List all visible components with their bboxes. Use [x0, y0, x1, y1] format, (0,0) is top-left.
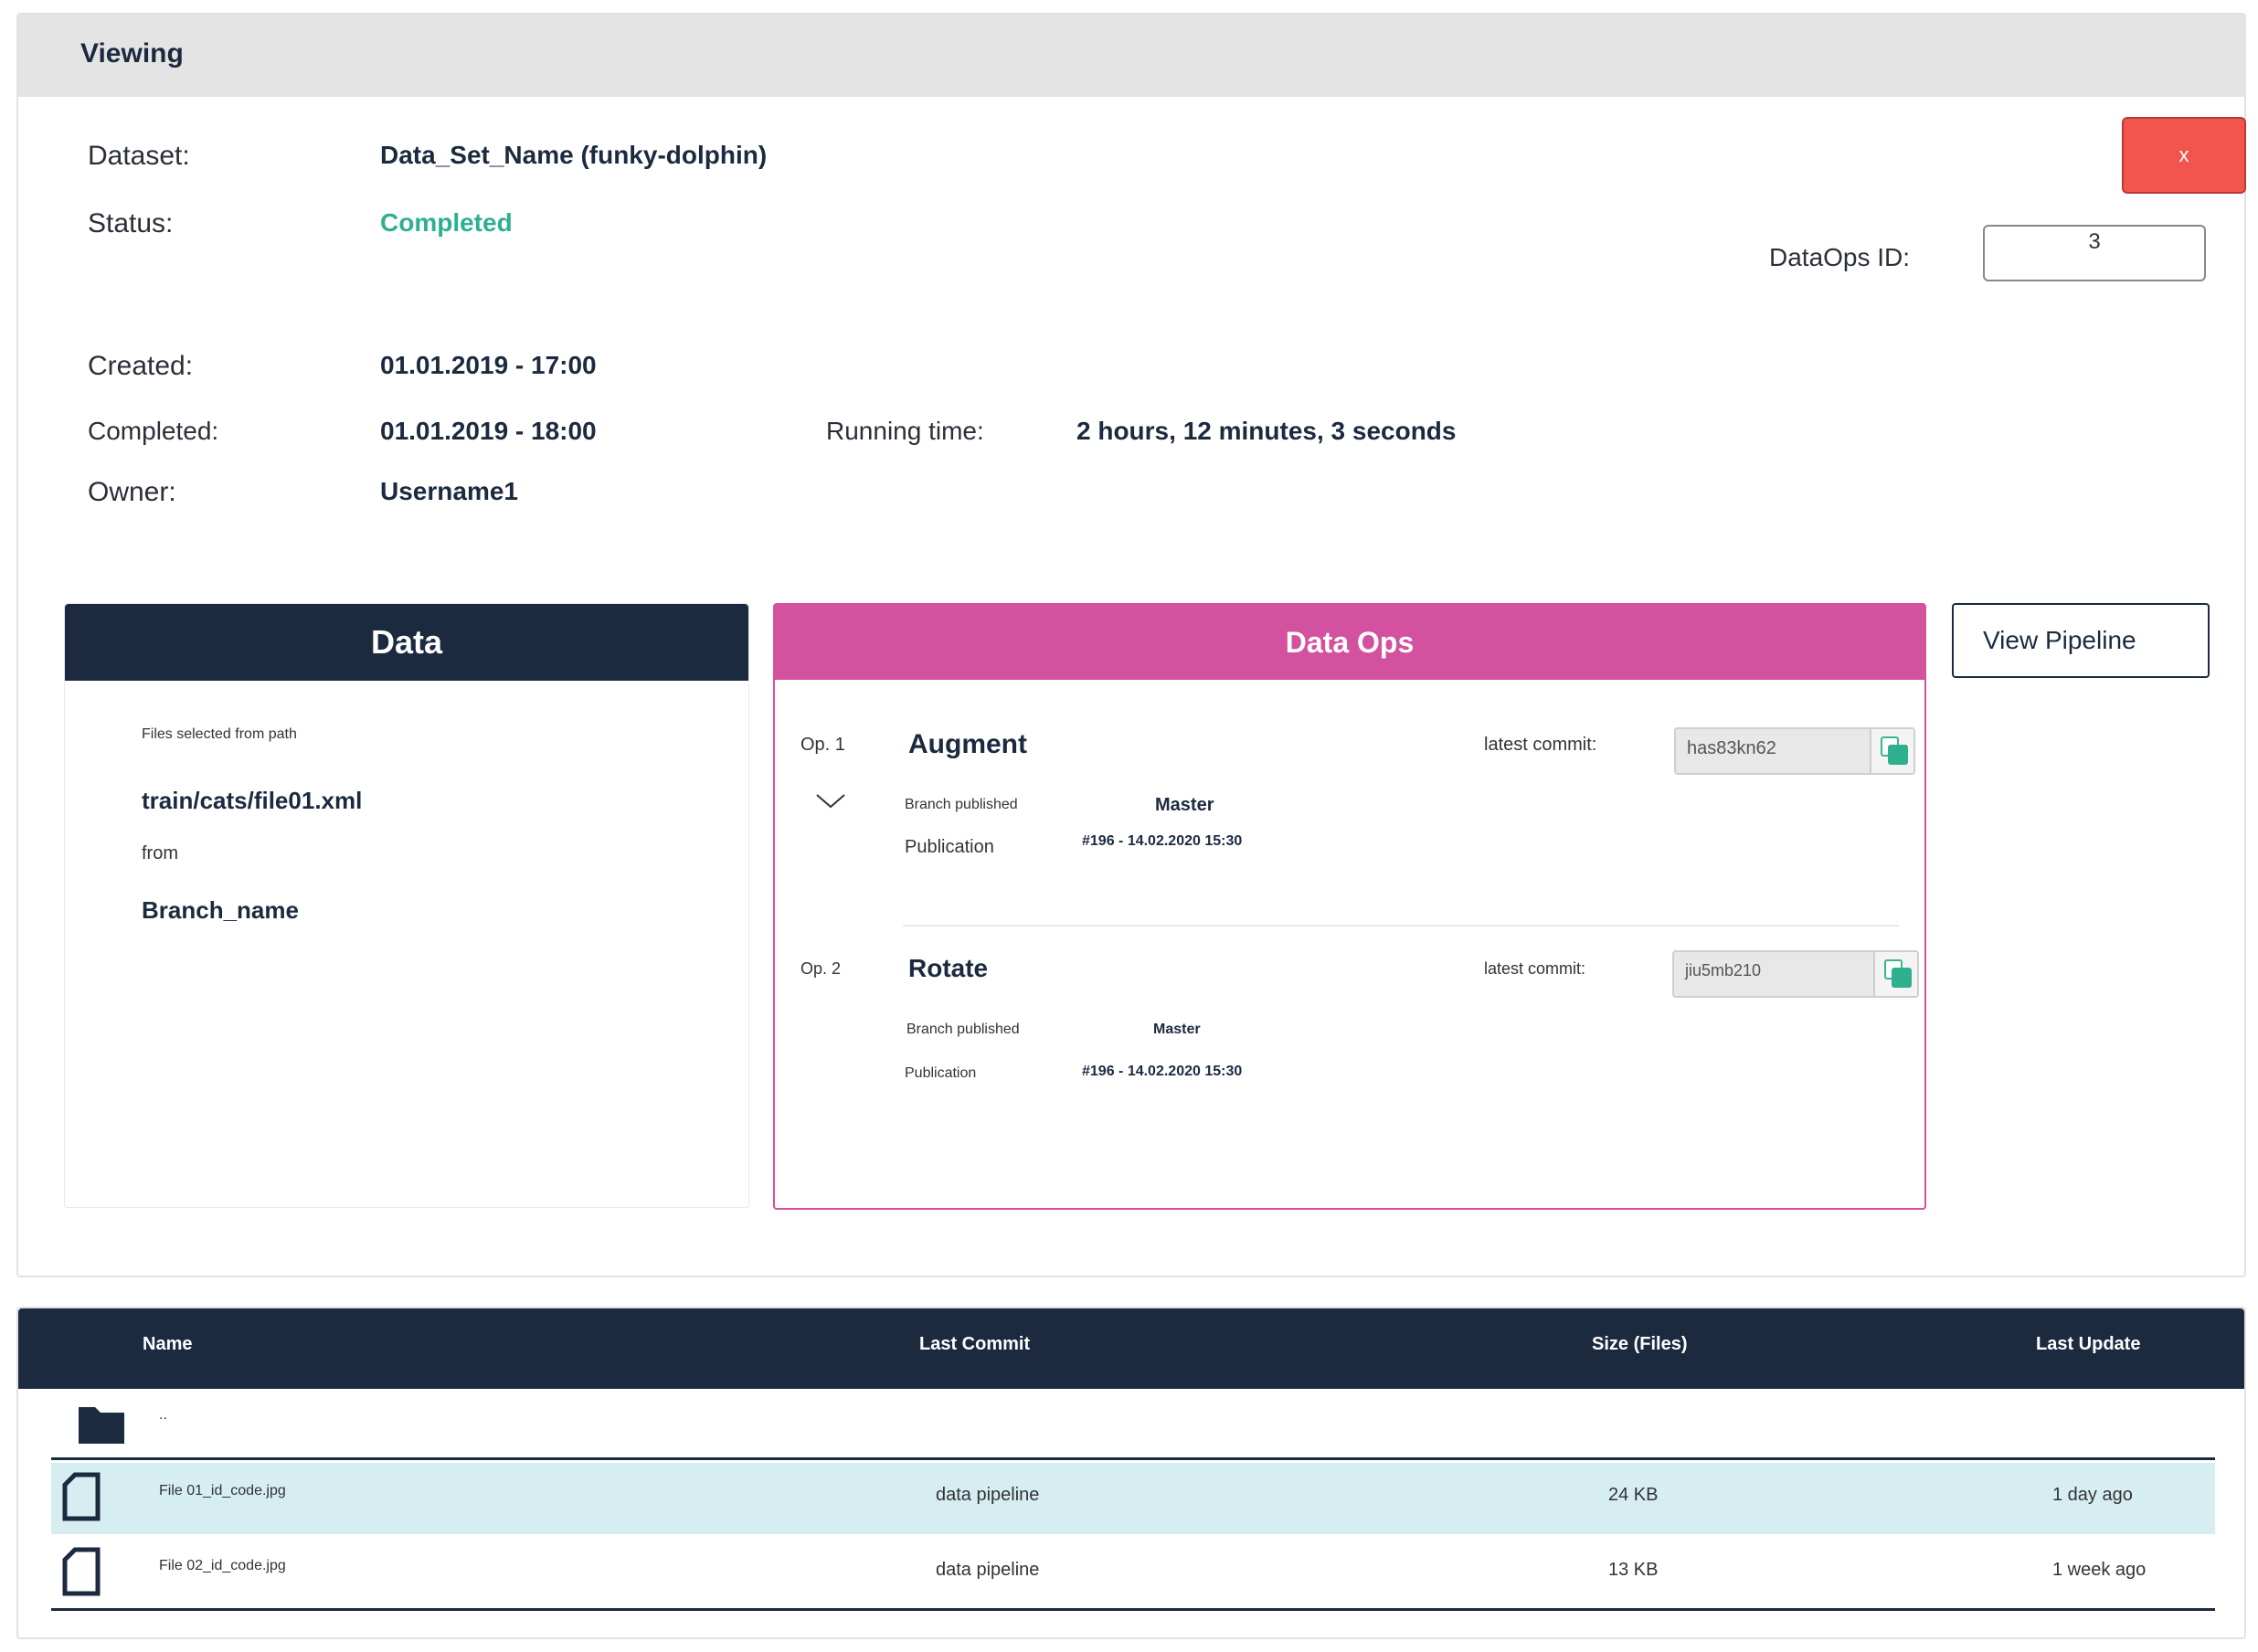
file-icon	[62, 1472, 101, 1521]
op-name: Augment	[908, 729, 1027, 759]
publication-label: Publication	[905, 1065, 977, 1081]
table-row-parent[interactable]: ..	[51, 1389, 2215, 1460]
dataset-label: Dataset:	[88, 141, 190, 171]
commit-field: has83kn62	[1674, 727, 1915, 775]
file-last-update: 1 day ago	[2052, 1485, 2133, 1505]
branch-published-label: Branch published	[906, 1022, 1020, 1037]
close-button[interactable]: x	[2122, 117, 2246, 194]
from-label: from	[142, 843, 178, 863]
file-last-update: 1 week ago	[2052, 1560, 2147, 1580]
dataops-id-label: DataOps ID:	[1769, 243, 1911, 271]
chevron-down-icon[interactable]	[815, 793, 846, 810]
commit-field: jiu5mb210	[1672, 950, 1919, 998]
table-row[interactable]: File 02_id_code.jpg data pipeline 13 KB …	[51, 1534, 2215, 1611]
op-divider	[903, 925, 1899, 927]
owner-label: Owner:	[88, 477, 176, 507]
file-name[interactable]: File 01_id_code.jpg	[159, 1483, 286, 1498]
data-card: Data Files selected from path train/cats…	[64, 603, 749, 1208]
view-pipeline-button[interactable]: View Pipeline	[1952, 603, 2210, 678]
file-size: 24 KB	[1608, 1485, 1659, 1505]
publication-value: #196 - 14.02.2020 15:30	[1082, 833, 1243, 849]
copy-icon[interactable]	[1870, 729, 1913, 773]
file-icon	[62, 1547, 101, 1596]
created-label: Created:	[88, 351, 194, 381]
status-label: Status:	[88, 208, 174, 238]
file-size: 13 KB	[1608, 1560, 1659, 1580]
column-last-commit[interactable]: Last Commit	[919, 1334, 1031, 1354]
branch-name: Branch_name	[142, 896, 299, 924]
table-row[interactable]: File 01_id_code.jpg data pipeline 24 KB …	[51, 1463, 2215, 1534]
data-card-title: Data	[65, 604, 748, 681]
op-name: Rotate	[908, 954, 989, 982]
branch-published-value: Master	[1153, 1022, 1201, 1037]
copy-icon[interactable]	[1873, 952, 1917, 996]
files-table: Name Last Commit Size (Files) Last Updat…	[16, 1307, 2246, 1639]
op-index: Op. 1	[800, 735, 845, 755]
completed-label: Completed:	[88, 417, 219, 445]
file-path: train/cats/file01.xml	[142, 787, 363, 814]
file-last-commit: data pipeline	[936, 1560, 1040, 1580]
file-name[interactable]: File 02_id_code.jpg	[159, 1558, 286, 1573]
running-time-label: Running time:	[826, 417, 984, 445]
data-ops-card: Data Ops Op. 1 Augment latest commit: ha…	[773, 603, 1926, 1210]
status-value: Completed	[380, 208, 513, 237]
commit-hash: jiu5mb210	[1685, 961, 1762, 980]
running-time-value: 2 hours, 12 minutes, 3 seconds	[1076, 417, 1457, 445]
completed-value: 01.01.2019 - 18:00	[380, 417, 597, 445]
panel-header: Viewing	[18, 15, 2244, 97]
column-name[interactable]: Name	[143, 1334, 193, 1354]
column-size[interactable]: Size (Files)	[1592, 1334, 1688, 1354]
parent-dir-name: ..	[159, 1407, 167, 1423]
branch-published-label: Branch published	[905, 797, 1018, 812]
table-header: Name Last Commit Size (Files) Last Updat…	[18, 1308, 2244, 1389]
dataset-value: Data_Set_Name (funky-dolphin)	[380, 141, 768, 169]
owner-value: Username1	[380, 477, 518, 505]
publication-label: Publication	[905, 837, 994, 857]
branch-published-value: Master	[1155, 795, 1214, 815]
panel-title: Viewing	[80, 38, 184, 69]
commit-label: latest commit:	[1484, 959, 1586, 978]
commit-label: latest commit:	[1484, 735, 1597, 755]
files-selected-label: Files selected from path	[142, 726, 297, 742]
commit-hash: has83kn62	[1687, 738, 1776, 758]
publication-value: #196 - 14.02.2020 15:30	[1082, 1064, 1243, 1079]
folder-icon	[79, 1407, 124, 1444]
dataops-id-input[interactable]	[1983, 225, 2206, 281]
created-value: 01.01.2019 - 17:00	[380, 351, 597, 379]
data-ops-title: Data Ops	[775, 605, 1924, 680]
file-last-commit: data pipeline	[936, 1485, 1040, 1505]
op-index: Op. 2	[800, 959, 842, 978]
column-last-update[interactable]: Last Update	[2036, 1334, 2141, 1354]
